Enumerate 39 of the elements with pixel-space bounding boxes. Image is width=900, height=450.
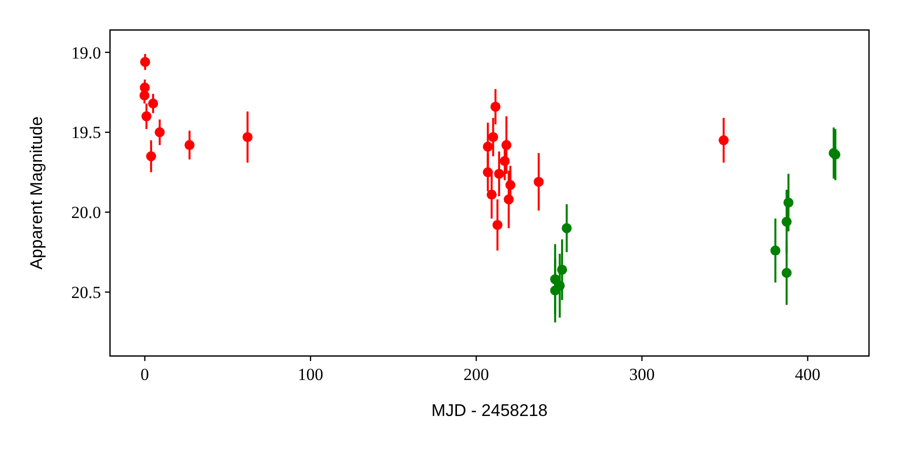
y-tick-label: 20.5 (71, 283, 101, 302)
point (140, 56, 150, 67)
point (141, 111, 152, 122)
point (482, 142, 493, 152)
point (782, 216, 792, 227)
point (492, 220, 502, 230)
point (782, 268, 792, 278)
point (148, 98, 158, 109)
x-tick-label: 0 (140, 365, 150, 384)
point (505, 180, 516, 190)
point (554, 280, 565, 291)
point (562, 223, 572, 234)
y-tick-label: 19.5 (71, 123, 101, 142)
point (146, 151, 156, 162)
point (488, 132, 498, 142)
x-tick-label: 400 (794, 365, 820, 384)
point (490, 102, 500, 112)
y-tick-label: 19.0 (71, 43, 101, 62)
y-axis-title: Apparent Magnitude (27, 116, 46, 270)
point (557, 264, 568, 275)
x-axis-title: MJD - 2458218 (431, 401, 548, 420)
point (486, 190, 497, 200)
point (500, 156, 510, 166)
point (494, 168, 504, 179)
point (242, 132, 253, 142)
point (770, 246, 780, 256)
x-tick-label: 100 (298, 365, 324, 384)
point (504, 194, 514, 204)
point (154, 127, 165, 138)
x-tick-label: 200 (463, 365, 489, 384)
x-tick-label: 300 (629, 365, 655, 384)
point (482, 167, 493, 178)
point (184, 140, 195, 150)
y-tick-label: 20.0 (71, 203, 101, 222)
point (501, 140, 512, 150)
point (534, 176, 544, 187)
point (139, 90, 150, 101)
point (783, 198, 794, 208)
point (718, 135, 729, 146)
